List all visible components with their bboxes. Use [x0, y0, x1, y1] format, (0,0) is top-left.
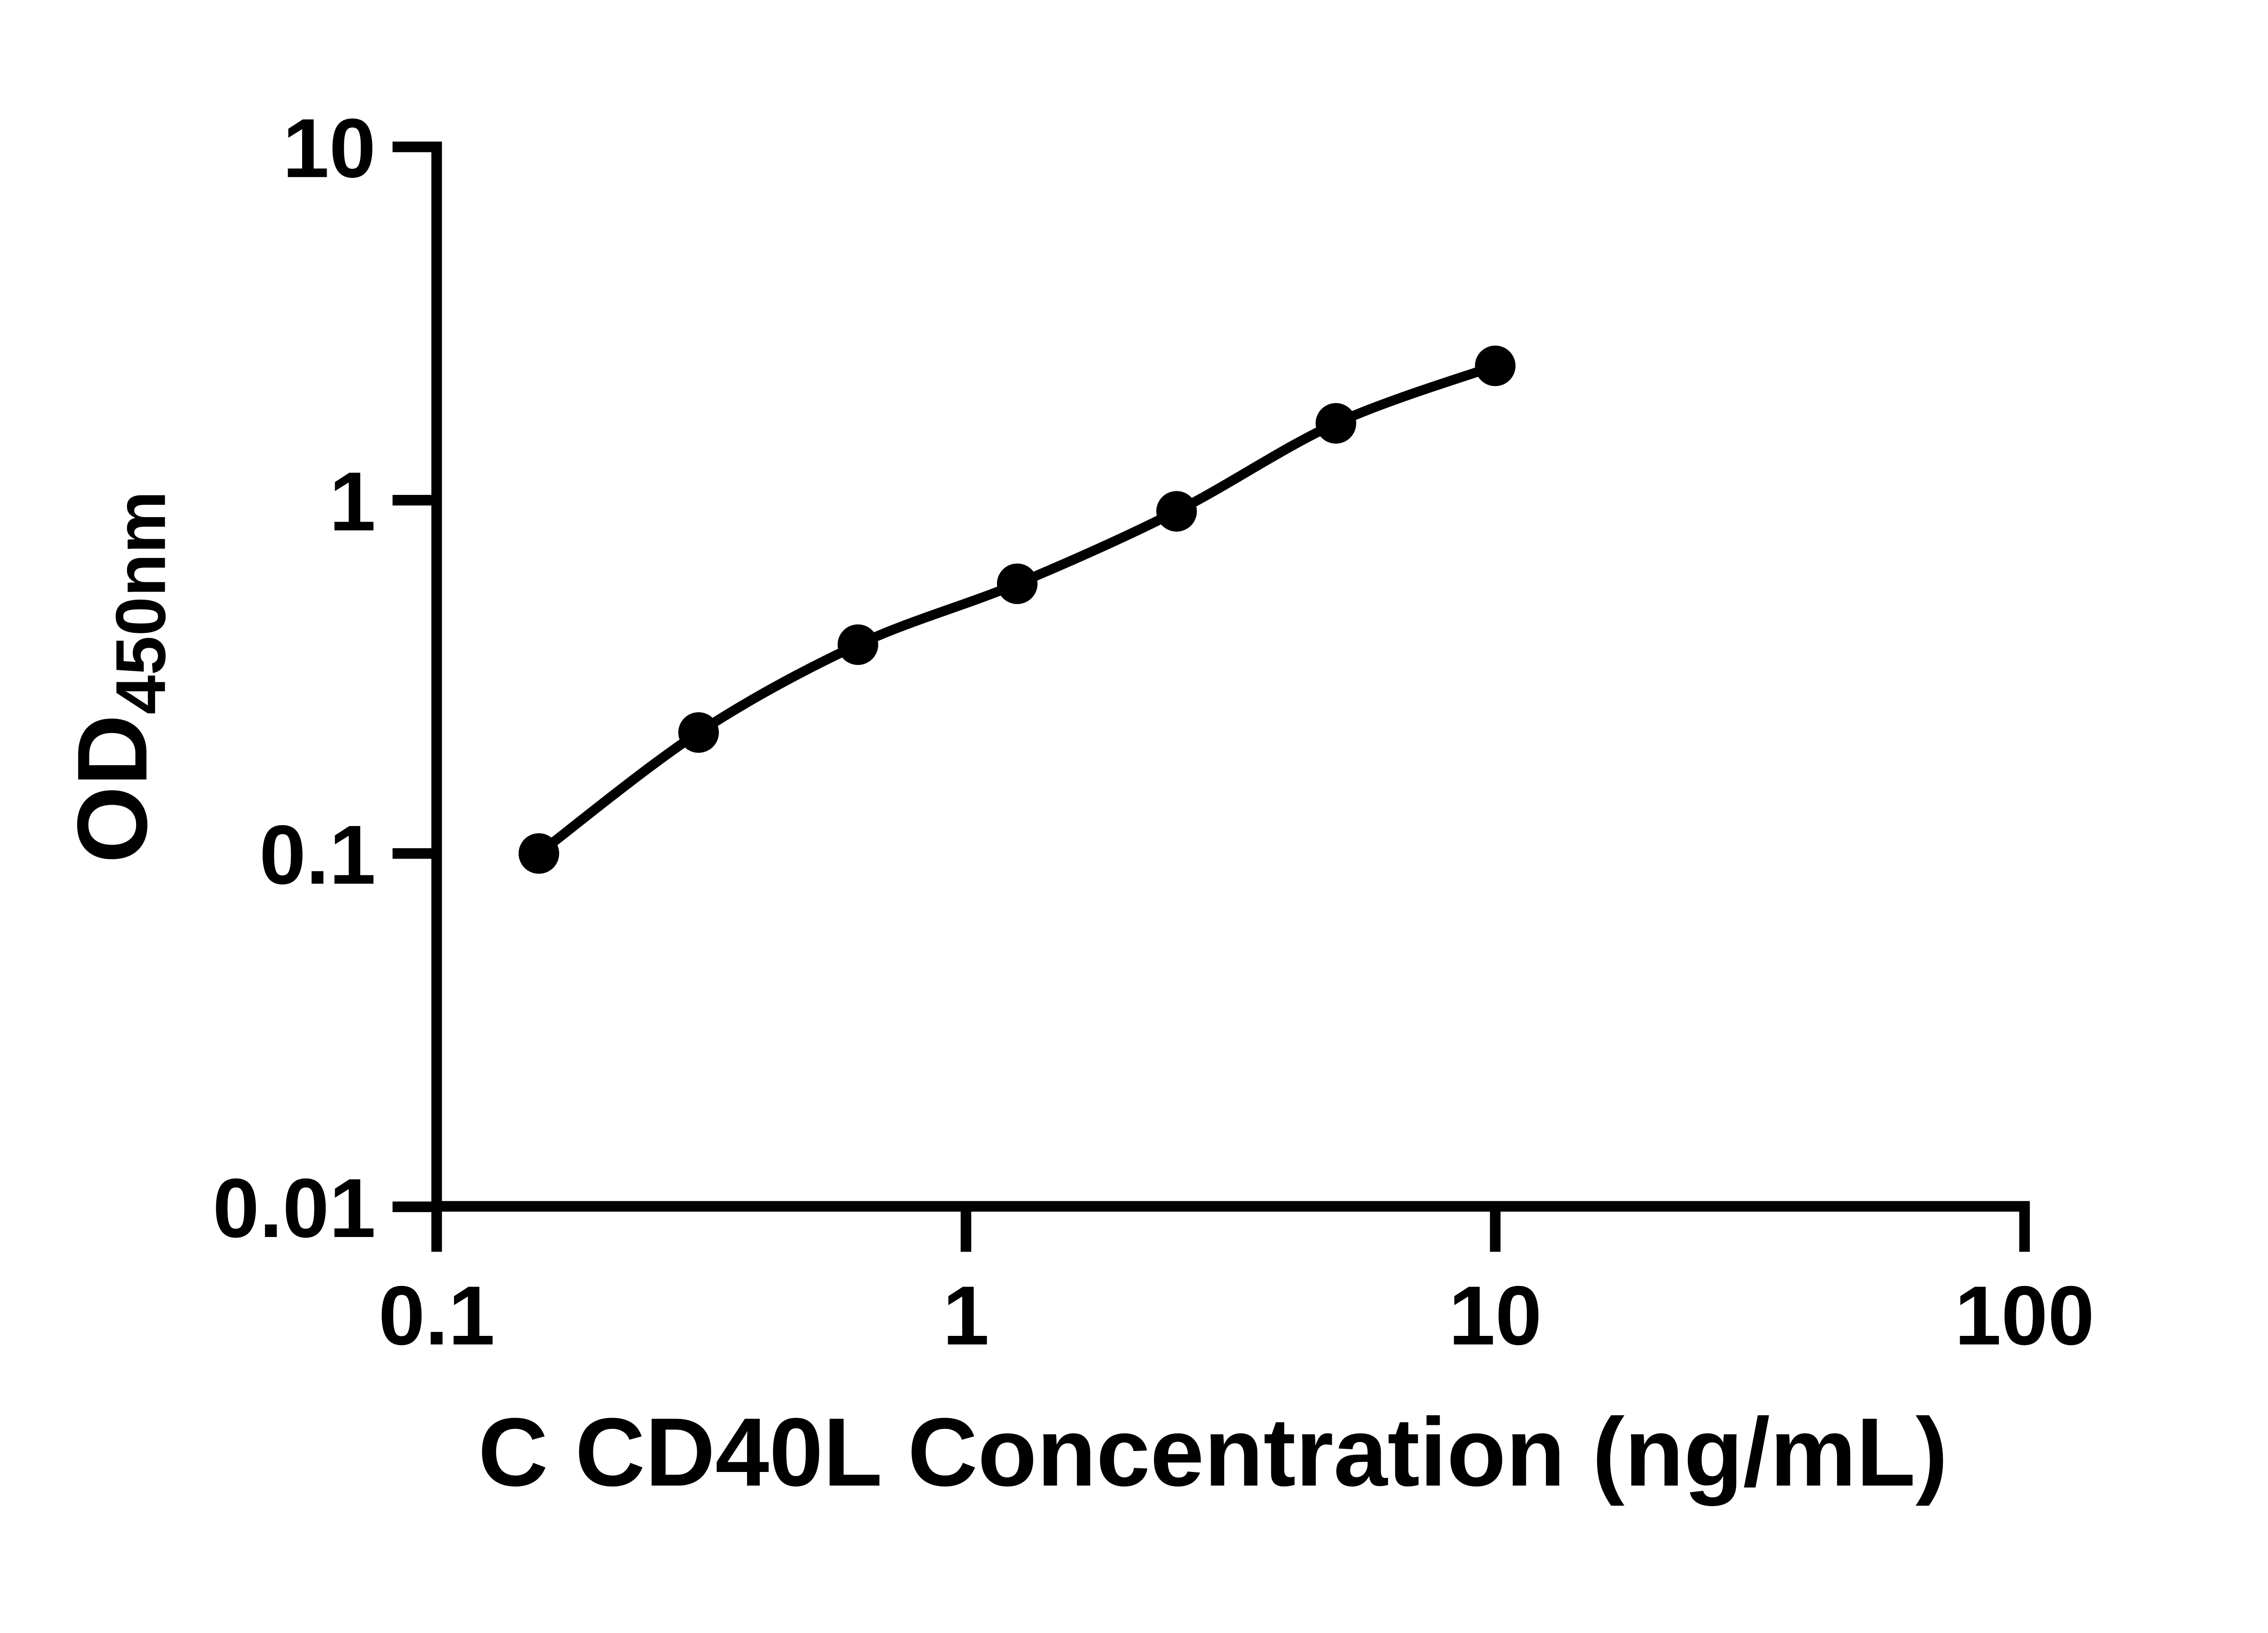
elisa-standard-curve-figure: 10 1 0.1 0.01 0.1 1 10 100 C CD40L Concentrati… [57, 102, 2095, 1506]
x-axis-title: C CD40L Concentration (ng/mL) [478, 1398, 1948, 1506]
data-point [1156, 491, 1197, 532]
data-point [1315, 403, 1356, 444]
y-tick-label: 0.1 [259, 808, 376, 902]
y-tick-label: 10 [283, 102, 376, 195]
y-tick-label: 1 [329, 455, 376, 548]
x-tick-label: 100 [1955, 1269, 2094, 1363]
y-tick-label: 0.01 [213, 1162, 376, 1255]
y-axis-title: OD450nm [57, 491, 180, 863]
x-tick-label: 10 [1449, 1269, 1542, 1363]
data-point [837, 624, 879, 665]
data-point [518, 833, 559, 874]
x-tick-label: 1 [943, 1269, 989, 1363]
fit-line [536, 361, 1497, 858]
data-point [997, 563, 1038, 604]
data-point [1475, 345, 1516, 386]
data-points-group [518, 345, 1516, 874]
x-axis-ticks: 0.1 1 10 100 [378, 1206, 2094, 1363]
x-tick-label: 0.1 [378, 1269, 495, 1363]
fit-line-group [536, 361, 1497, 858]
data-point [678, 712, 719, 753]
y-axis-ticks: 10 1 0.1 0.01 [213, 102, 437, 1255]
